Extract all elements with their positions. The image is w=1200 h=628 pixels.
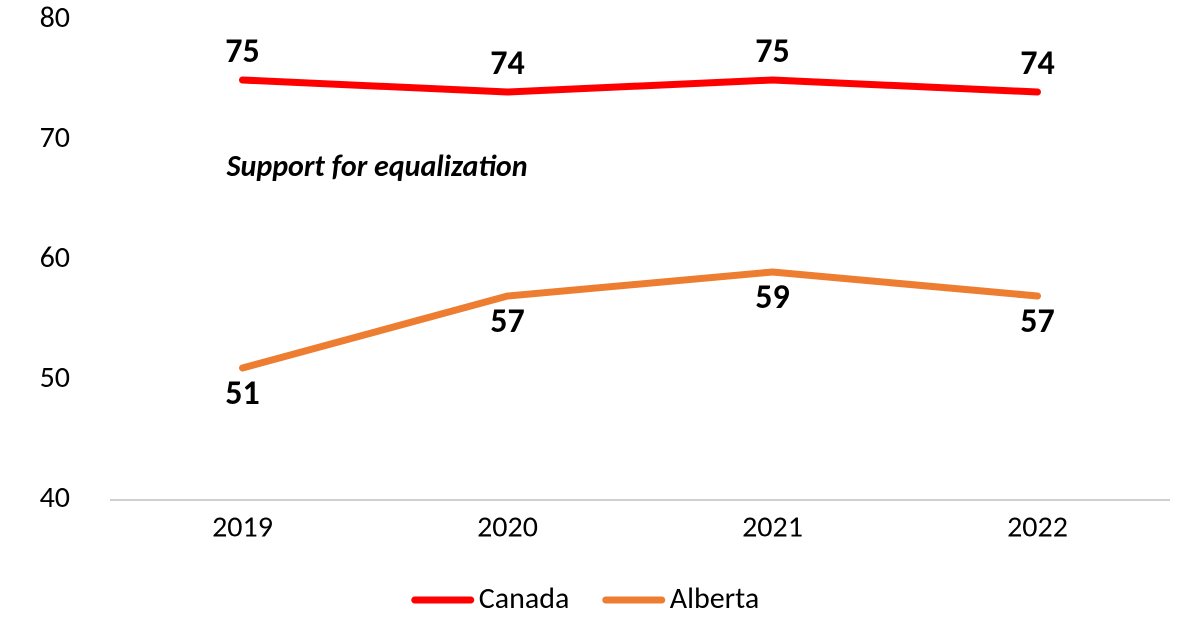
data-label: 74 [1020,43,1054,84]
y-tick-label: 60 [40,239,70,276]
data-label: 57 [1020,301,1054,342]
legend-label-alberta: Alberta [670,580,759,617]
equalization-support-chart: 40 50 60 70 80 2019 2020 2021 2022 Support for eq… [0,0,1200,628]
y-tick-label: 80 [40,0,70,36]
chart-annotation: Support for equalization [226,148,528,185]
x-tick-label: 2020 [477,508,538,545]
data-label: 51 [225,373,259,414]
data-label: 59 [755,277,789,318]
data-label: 75 [225,31,259,72]
x-tick-label: 2019 [212,508,273,545]
x-tick-label: 2021 [742,508,803,545]
data-label: 74 [490,43,524,84]
y-tick-label: 40 [40,479,70,516]
y-tick-label: 50 [40,359,70,396]
legend-label-canada: Canada [479,580,570,617]
chart-svg: 40 50 60 70 80 2019 2020 2021 2022 Support for eq… [0,0,1200,628]
data-label: 57 [490,301,524,342]
x-tick-label: 2022 [1007,508,1068,545]
y-tick-label: 70 [40,119,70,156]
data-label: 75 [755,31,789,72]
